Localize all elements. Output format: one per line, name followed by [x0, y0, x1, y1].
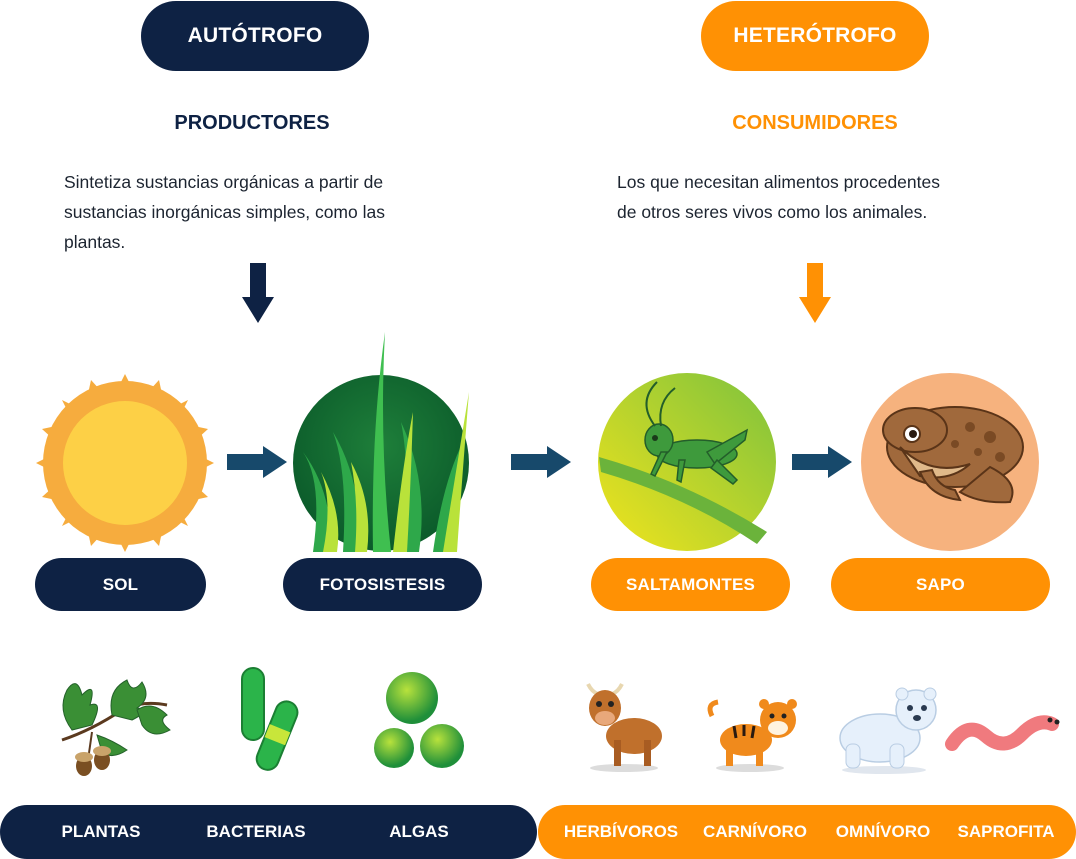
chain-label-sapo: SAPO [831, 558, 1050, 611]
worm-icon [945, 715, 1060, 751]
right-arrow-icon [227, 446, 287, 478]
description-line: plantas. [64, 232, 126, 252]
heterotrofo-header: HETERÓTROFO [701, 1, 929, 71]
example-label-algas: ALGAS [389, 822, 449, 841]
tiger-icon [707, 699, 797, 772]
down-arrow-icon [799, 263, 831, 323]
description-line: de otros seres vivos como los animales. [617, 202, 928, 222]
bacteria-icon [241, 667, 299, 771]
example-label-carnivoro: CARNÍVORO [703, 822, 807, 841]
description-line: Los que necesitan alimentos procedentes [617, 172, 940, 192]
toad-icon [861, 373, 1039, 551]
chain-label-saltamontes: SALTAMONTES [591, 558, 790, 611]
chain-label-fotosistesis: FOTOSISTESIS [283, 558, 482, 611]
right-arrow-icon [511, 446, 571, 478]
right-arrow-icon [792, 446, 852, 478]
productores-description: Sintetiza sustancias orgánicas a partir … [64, 167, 484, 257]
productores-examples-bar [0, 805, 537, 859]
polar-bear-icon [839, 687, 937, 774]
bull-icon [586, 683, 662, 772]
grass-icon [293, 332, 469, 552]
autotrofo-header: AUTÓTROFO [141, 1, 369, 71]
oak-leaves-icon [61, 679, 171, 776]
algae-icon [374, 672, 464, 768]
example-label-omnivoro: OMNÍVORO [835, 822, 931, 841]
example-label-plantas: PLANTAS [61, 822, 141, 841]
example-label-saprofita: SAPROFITA [957, 822, 1055, 841]
productores-title: PRODUCTORES [174, 112, 330, 134]
example-label-herbivoros: HERBÍVOROS [563, 822, 679, 841]
down-arrow-icon [242, 263, 274, 323]
consumidores-description: Los que necesitan alimentos procedentes … [617, 167, 1037, 227]
grasshopper-icon [598, 373, 776, 551]
description-line: sustancias inorgánicas simples, como las [64, 202, 385, 222]
consumidores-title: CONSUMIDORES [732, 112, 898, 134]
description-line: Sintetiza sustancias orgánicas a partir … [64, 172, 384, 192]
sun-icon [36, 374, 214, 552]
consumidores-examples-bar [538, 805, 1076, 859]
chain-label-sol: SOL [35, 558, 206, 611]
example-label-bacterias: BACTERIAS [206, 822, 306, 841]
